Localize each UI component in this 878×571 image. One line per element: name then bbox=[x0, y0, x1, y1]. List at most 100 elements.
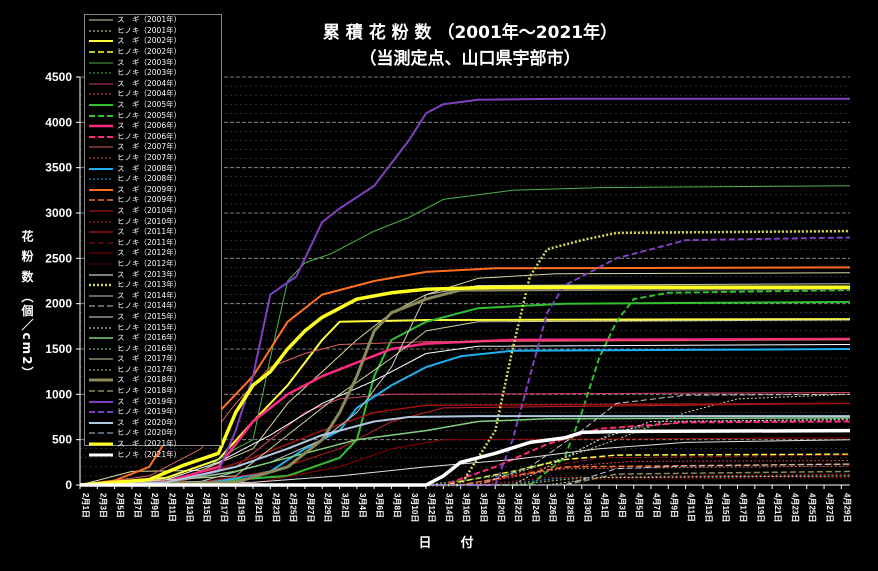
x-tick-label: 4月1日 bbox=[600, 493, 609, 518]
x-tick-label: 4月27日 bbox=[825, 493, 834, 522]
legend-swatch bbox=[89, 93, 113, 95]
legend-item: ス ギ（2015年） bbox=[85, 312, 221, 323]
y-tick-label: 3000 bbox=[45, 206, 72, 220]
series-line bbox=[80, 289, 851, 486]
x-tick-label: 3月24日 bbox=[531, 493, 540, 522]
legend-swatch bbox=[89, 114, 113, 117]
legend-item: ヒノキ（2005年） bbox=[85, 110, 221, 121]
series-line bbox=[80, 428, 851, 487]
legend-swatch bbox=[89, 210, 113, 212]
legend-item: ヒノキ（2015年） bbox=[85, 322, 221, 333]
x-tick-label: 2月17日 bbox=[219, 493, 228, 522]
y-tick-label: 1000 bbox=[45, 387, 72, 401]
legend-label: ス ギ（2012年） bbox=[117, 248, 182, 258]
legend-swatch bbox=[89, 40, 113, 43]
y-axis-label: 花 粉 数 （個／cm2） bbox=[20, 230, 34, 381]
legend-item: ス ギ（2008年） bbox=[85, 163, 221, 174]
legend-swatch bbox=[89, 400, 113, 403]
x-tick-label: 4月21日 bbox=[773, 493, 782, 522]
legend-swatch bbox=[89, 283, 113, 287]
x-tick-label: 3月26日 bbox=[548, 493, 557, 522]
legend-label: ス ギ（2010年） bbox=[117, 205, 182, 215]
legend-swatch bbox=[89, 432, 113, 434]
legend-label: ヒノキ（2001年） bbox=[117, 25, 182, 35]
x-tick-label: 4月5日 bbox=[635, 493, 644, 518]
legend-swatch bbox=[89, 295, 113, 297]
chart-subtitle: （当測定点、山口県宇部市） bbox=[359, 49, 581, 69]
legend-label: ヒノキ（2013年） bbox=[117, 280, 182, 290]
x-tick-label: 3月30日 bbox=[583, 493, 592, 522]
y-tick-label: 2000 bbox=[45, 297, 72, 311]
legend-item: ス ギ（2009年） bbox=[85, 185, 221, 196]
x-tick-label: 4月15日 bbox=[721, 493, 730, 522]
legend-item: ス ギ（2011年） bbox=[85, 227, 221, 238]
legend-label: ス ギ（2005年） bbox=[117, 100, 182, 110]
series-line bbox=[79, 337, 851, 487]
legend-label: ス ギ（2006年） bbox=[117, 121, 182, 131]
legend-swatch bbox=[89, 30, 113, 32]
legend-item: ヒノキ（2010年） bbox=[85, 216, 221, 227]
x-tick-label: 4月17日 bbox=[739, 493, 748, 522]
legend-item: ヒノキ（2016年） bbox=[85, 343, 221, 354]
legend-label: ス ギ（2021年） bbox=[117, 439, 182, 449]
series-line bbox=[79, 439, 851, 486]
legend-swatch bbox=[89, 135, 113, 138]
legend-label: ス ギ（2020年） bbox=[117, 417, 182, 427]
series-line bbox=[79, 318, 851, 486]
legend-swatch bbox=[89, 19, 113, 21]
legend-label: ヒノキ（2015年） bbox=[117, 322, 182, 332]
legend-label: ス ギ（2009年） bbox=[117, 184, 182, 194]
x-tick-label: 4月19日 bbox=[756, 493, 765, 522]
x-tick-label: 2月11日 bbox=[168, 493, 177, 522]
y-tick-label: 2500 bbox=[45, 251, 72, 265]
x-tick-label: 2月25日 bbox=[289, 493, 298, 522]
x-tick-label: 3月22日 bbox=[514, 493, 523, 522]
legend-item: ヒノキ（2009年） bbox=[85, 195, 221, 206]
y-tick-label: 500 bbox=[52, 433, 72, 447]
legend-swatch bbox=[89, 178, 113, 180]
legend-swatch bbox=[89, 62, 113, 64]
legend-swatch bbox=[89, 83, 113, 85]
legend-item: ス ギ（2019年） bbox=[85, 396, 221, 407]
legend-item: ヒノキ（2004年） bbox=[85, 89, 221, 100]
legend-label: ヒノキ（2020年） bbox=[117, 428, 182, 438]
legend-item: ス ギ（2012年） bbox=[85, 248, 221, 259]
x-tick-label: 2月1日 bbox=[81, 493, 90, 518]
x-tick-label: 4月25日 bbox=[808, 493, 817, 522]
x-tick-label: 3月4日 bbox=[358, 493, 367, 518]
legend-swatch bbox=[89, 221, 113, 223]
legend-label: ス ギ（2016年） bbox=[117, 333, 182, 343]
legend-label: ヒノキ（2002年） bbox=[117, 47, 182, 57]
legend-label: ス ギ（2014年） bbox=[117, 290, 182, 300]
x-tick-label: 3月20日 bbox=[496, 493, 505, 522]
legend-item: ス ギ（2014年） bbox=[85, 290, 221, 301]
legend: ス ギ（2001年） ヒノキ（2001年）ス ギ（2002年） ヒノキ（2002年）… bbox=[84, 14, 222, 459]
x-tick-label: 2月27日 bbox=[306, 493, 315, 522]
x-tick-label: 2月13日 bbox=[185, 493, 194, 522]
y-tick-label: 4000 bbox=[45, 115, 72, 129]
legend-label: ス ギ（2017年） bbox=[117, 354, 182, 364]
legend-swatch bbox=[89, 378, 113, 382]
legend-item: ヒノキ（2020年） bbox=[85, 428, 221, 439]
x-tick-label: 4月3日 bbox=[617, 493, 626, 518]
legend-item: ヒノキ（2008年） bbox=[85, 174, 221, 185]
x-tick-label: 2月21日 bbox=[254, 493, 263, 522]
legend-swatch bbox=[89, 104, 113, 107]
legend-label: ヒノキ（2005年） bbox=[117, 110, 182, 120]
legend-item: ス ギ（2005年） bbox=[85, 100, 221, 111]
y-tick-label: 3500 bbox=[45, 161, 72, 175]
y-tick-label: 4500 bbox=[45, 70, 72, 84]
legend-swatch bbox=[89, 421, 113, 424]
x-tick-label: 2月29日 bbox=[323, 493, 332, 522]
legend-label: ス ギ（2013年） bbox=[117, 269, 182, 279]
legend-item: ス ギ（2010年） bbox=[85, 206, 221, 217]
legend-label: ス ギ（2015年） bbox=[117, 311, 182, 321]
legend-item: ス ギ（2002年） bbox=[85, 36, 221, 47]
chart-title: 累 積 花 粉 数 （2001年～2021年） bbox=[322, 23, 618, 43]
legend-label: ス ギ（2003年） bbox=[117, 57, 182, 67]
legend-label: ス ギ（2019年） bbox=[117, 396, 182, 406]
legend-swatch bbox=[89, 51, 113, 53]
legend-label: ヒノキ（2011年） bbox=[117, 237, 182, 247]
legend-item: ヒノキ（2003年） bbox=[85, 68, 221, 79]
legend-item: ス ギ（2007年） bbox=[85, 142, 221, 153]
